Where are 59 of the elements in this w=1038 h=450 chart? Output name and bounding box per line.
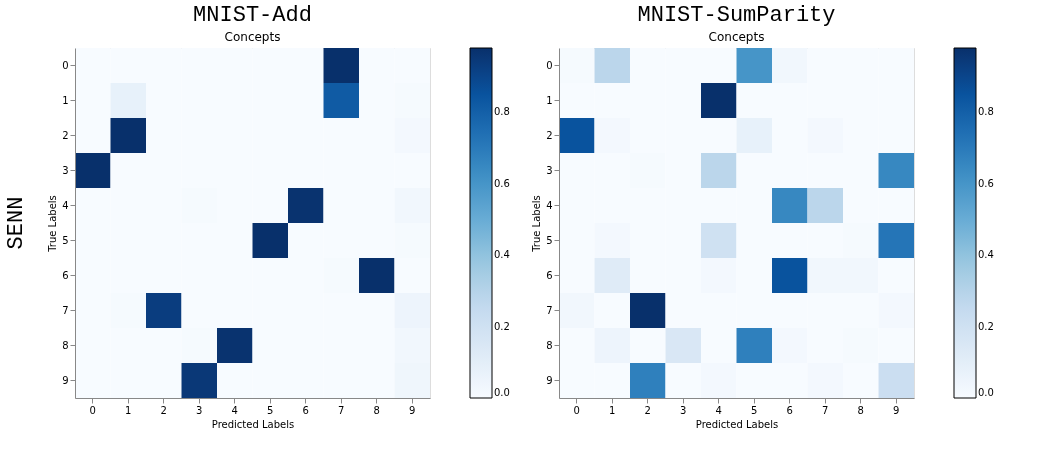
y-tick-label: 3 — [62, 164, 69, 176]
color-bar-label: 0.2 — [978, 320, 994, 332]
y-tick-label: 4 — [546, 199, 553, 211]
x-tick-label: 9 — [893, 404, 900, 416]
color-bar-label: 0.2 — [494, 320, 510, 332]
y-tick-label: 3 — [546, 164, 553, 176]
x-tick-label: 6 — [786, 404, 793, 416]
y-tick-label: 2 — [62, 129, 69, 141]
chart-title: MNIST-SumParity — [637, 3, 836, 28]
y-tick-label: 0 — [62, 59, 69, 71]
x-tick-label: 1 — [125, 404, 132, 416]
y-tick-label: 6 — [546, 269, 553, 281]
x-tick-label: 0 — [89, 404, 96, 416]
color-bar-label: 0.8 — [978, 106, 994, 118]
chart-title: MNIST-Add — [193, 3, 312, 28]
color-bar-label: 0.4 — [978, 249, 994, 261]
x-tick-label: 5 — [267, 404, 274, 416]
x-tick-label: 6 — [302, 404, 309, 416]
y-tick-label: 1 — [546, 94, 553, 106]
y-tick-label: 4 — [62, 199, 69, 211]
x-tick-label: 7 — [338, 404, 345, 416]
y-tick-label: 9 — [546, 374, 553, 386]
y-tick-label: 6 — [62, 269, 69, 281]
y-tick-label: 1 — [62, 94, 69, 106]
x-tick-label: 2 — [160, 404, 167, 416]
color-bar-label: 0.0 — [978, 387, 994, 398]
y-tick-label: 8 — [62, 339, 69, 351]
color-bar-label: 0.6 — [978, 177, 994, 189]
y-tick-label: 2 — [546, 129, 553, 141]
x-tick-label: 8 — [857, 404, 864, 416]
x-tick-label: 3 — [196, 404, 203, 416]
x-axis-title: Predicted Labels — [211, 418, 295, 430]
x-tick-label: 1 — [609, 404, 616, 416]
y-tick-label: 7 — [546, 304, 553, 316]
y-axis-title: True Labels — [531, 195, 543, 253]
y-tick-label: 9 — [62, 374, 69, 386]
x-tick-label: 2 — [644, 404, 651, 416]
y-tick-label: 5 — [546, 234, 553, 246]
x-tick-label: 3 — [680, 404, 687, 416]
color-bar-label: 0.0 — [494, 387, 510, 398]
y-tick-label: 0 — [546, 59, 553, 71]
y-tick-label: 8 — [546, 339, 553, 351]
x-tick-label: 5 — [751, 404, 758, 416]
x-tick-label: 8 — [373, 404, 380, 416]
x-tick-label: 9 — [409, 404, 416, 416]
color-bar-label: 0.6 — [494, 177, 510, 189]
color-bar-label: 0.4 — [494, 249, 510, 261]
chart-subtitle: Concepts — [224, 30, 281, 44]
x-tick-label: 4 — [715, 404, 722, 416]
x-tick-label: 7 — [822, 404, 829, 416]
text: SENN — [4, 196, 29, 250]
y-tick-label: 7 — [62, 304, 69, 316]
x-tick-label: 4 — [231, 404, 238, 416]
chart-subtitle: Concepts — [708, 30, 765, 44]
y-axis-title: True Labels — [47, 195, 59, 253]
x-tick-label: 0 — [573, 404, 580, 416]
x-axis-title: Predicted Labels — [695, 418, 779, 430]
color-bar-label: 0.8 — [494, 106, 510, 118]
y-tick-label: 5 — [62, 234, 69, 246]
